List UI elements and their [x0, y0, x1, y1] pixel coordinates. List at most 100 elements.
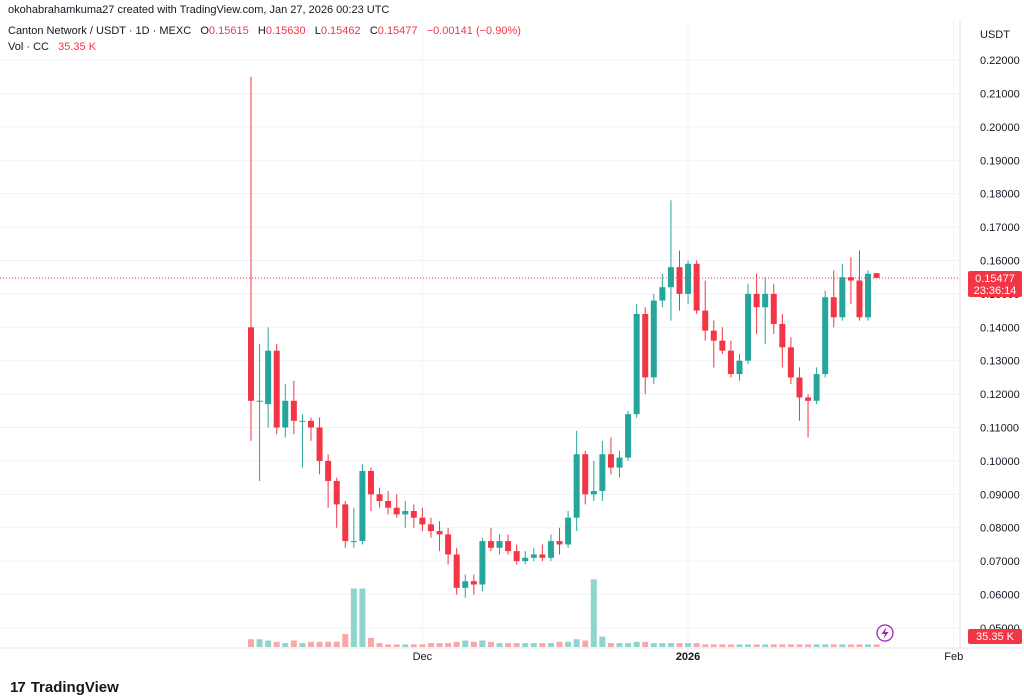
candle-body: [385, 501, 392, 508]
high-value: 0.15630: [265, 25, 306, 37]
x-tick-label: Feb: [944, 651, 963, 663]
high-label: H: [257, 25, 266, 37]
tradingview-logo[interactable]: 17 TradingView: [10, 679, 119, 696]
volume-bar: [787, 644, 794, 647]
volume-bar: [248, 639, 254, 647]
y-tick-label: 0.18000: [980, 189, 1020, 201]
candle-body: [547, 541, 554, 558]
volume-bar: [479, 640, 486, 647]
candle-body: [496, 541, 503, 548]
candle-body: [770, 293, 777, 324]
y-axis-ticks: 0.22000 0.21000 0.20000 0.19000 0.18000 0.170…: [980, 55, 1020, 635]
y-tick-label: 0.08000: [980, 523, 1020, 535]
volume-bar: [402, 644, 409, 647]
candle-body: [582, 454, 589, 495]
author-line: okohabrahamkuma27 created with TradingVi…: [8, 4, 390, 16]
candle-body: [779, 323, 786, 348]
volume-bar: [702, 644, 709, 647]
close-label: C: [369, 25, 378, 37]
volume-bar: [513, 643, 520, 647]
candle-body: [256, 400, 263, 402]
y-tick-label: 0.16000: [980, 255, 1020, 267]
volume-bar: [745, 644, 752, 647]
change-value: −0.00141 (−0.90%): [426, 25, 521, 37]
candle-body: [410, 511, 417, 518]
volume-value: 35.35 K: [58, 41, 97, 53]
candle-body: [265, 350, 272, 405]
volume-bar: [693, 643, 700, 647]
candle-body: [865, 273, 872, 318]
y-tick-label: 0.09000: [980, 489, 1020, 501]
volume-label: Vol · CC: [8, 41, 49, 53]
volume-bar: [727, 644, 734, 647]
volume-bar: [779, 644, 786, 647]
candle-body: [248, 327, 254, 401]
candle-body: [427, 524, 434, 532]
volume-bar: [847, 644, 854, 647]
volume-bar: [419, 644, 426, 647]
candle-body: [530, 554, 537, 558]
candle-body: [513, 551, 520, 562]
candle-body: [505, 541, 512, 552]
y-tick-label: 0.14000: [980, 322, 1020, 334]
volume-bar: [676, 643, 683, 647]
volume-bar: [290, 640, 297, 647]
y-tick-label: 0.07000: [980, 556, 1020, 568]
last-price-box: [968, 270, 1022, 297]
volume-bar: [453, 641, 460, 647]
candle-body: [830, 297, 837, 318]
symbol-title: Canton Network / USDT · 1D · MEXC: [8, 25, 192, 37]
low-value: 0.15462: [320, 25, 361, 37]
x-tick-label: 2026: [676, 651, 700, 663]
candle-body: [633, 313, 640, 415]
candle-body: [539, 554, 546, 558]
volume-bar: [710, 644, 717, 647]
volume-bar: [685, 643, 692, 647]
volume-bar: [625, 643, 632, 647]
volume-bar: [582, 640, 589, 647]
candle-body: [573, 454, 580, 518]
candle-body: [487, 541, 494, 548]
volume-bar: [470, 641, 477, 647]
candle-body: [273, 350, 280, 428]
y-tick-label: 0.06000: [980, 590, 1020, 602]
candle-body: [419, 517, 426, 525]
volume-bar: [376, 643, 383, 647]
volume-axis-label: 35.35 K: [976, 631, 1015, 643]
volume-bar: [299, 643, 306, 647]
candle-body: [813, 374, 820, 401]
volume-bar: [496, 643, 503, 647]
volume-bar: [839, 644, 846, 647]
candle-body: [342, 504, 349, 542]
volume-bar: [273, 641, 280, 647]
y-tick-label: 0.13000: [980, 356, 1020, 368]
candle-body: [822, 297, 829, 375]
candle-body: [453, 554, 460, 588]
y-tick-label: 0.10000: [980, 456, 1020, 468]
volume-bar: [316, 641, 323, 647]
last-price-label: 0.15477: [975, 273, 1015, 285]
candle-body: [762, 293, 769, 308]
candle-body: [796, 377, 803, 398]
volume-bar: [770, 644, 777, 647]
candle-body: [685, 263, 692, 294]
volume-bar: [873, 644, 880, 647]
y-tick-label: 0.20000: [980, 122, 1020, 134]
candle-body: [402, 511, 409, 515]
volume-bar: [282, 643, 289, 647]
volume-bar: [667, 643, 674, 647]
volume-bar: [633, 641, 640, 647]
candle-body: [616, 457, 623, 468]
candle-body: [359, 470, 366, 542]
candle-body: [736, 360, 743, 375]
volume-bar: [436, 643, 443, 647]
candle-body: [393, 507, 400, 515]
lightning-icon[interactable]: [876, 624, 894, 642]
volume-legend: Vol · CC 35.35 K: [8, 41, 96, 53]
volume-bar: [350, 588, 357, 647]
y-tick-label: 0.17000: [980, 222, 1020, 234]
close-value: 0.15477: [377, 25, 418, 37]
candle-body: [839, 277, 846, 318]
volume-bar: [865, 644, 872, 647]
